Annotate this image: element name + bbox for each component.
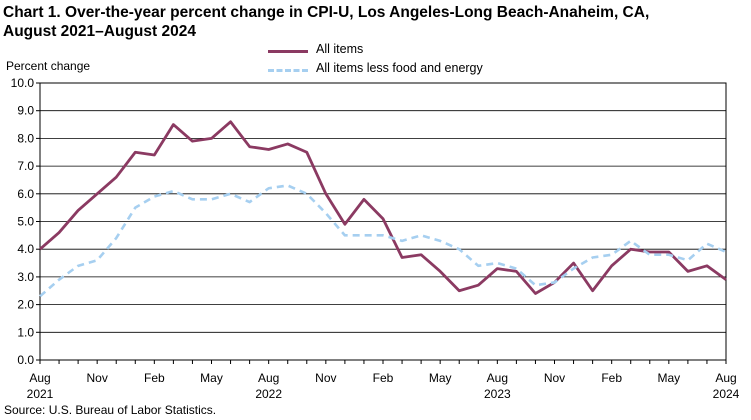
legend-label-core: All items less food and energy — [316, 61, 483, 75]
x-tick-label: May — [429, 371, 452, 385]
x-tick-label: Aug — [715, 371, 736, 385]
y-tick-label: 5.0 — [17, 215, 34, 229]
y-tick-label: 9.0 — [17, 104, 34, 118]
y-tick-label: 10.0 — [11, 76, 35, 90]
x-tick-label: Feb — [373, 371, 394, 385]
source-note: Source: U.S. Bureau of Labor Statistics. — [4, 403, 217, 417]
y-tick-label: 1.0 — [17, 325, 34, 339]
legend-swatch-core — [268, 69, 308, 72]
y-tick-label: 0.0 — [17, 353, 34, 367]
chart-title-line-1: Chart 1. Over-the-year percent change in… — [3, 4, 650, 21]
x-tick-year-label: 2022 — [255, 387, 282, 401]
series-line-1 — [39, 184, 727, 298]
chart-title-line-2: August 2021–August 2024 — [3, 23, 196, 40]
x-tick-year-label: 2024 — [713, 387, 740, 401]
y-tick-label: 6.0 — [17, 187, 34, 201]
x-tick-label: Nov — [315, 371, 336, 385]
x-tick-label: Feb — [144, 371, 165, 385]
x-tick-year-label: 2023 — [484, 387, 511, 401]
x-tick-label: May — [200, 371, 223, 385]
y-tick-label: 7.0 — [17, 159, 34, 173]
legend-label-all-items: All items — [316, 42, 364, 56]
x-tick-label: Aug — [29, 371, 50, 385]
y-axis-label: Percent change — [6, 59, 91, 73]
x-tick-label: Nov — [86, 371, 107, 385]
y-tick-label: 3.0 — [17, 270, 34, 284]
x-tick-label: Aug — [258, 371, 279, 385]
x-tick-label: May — [657, 371, 680, 385]
chart-title: Chart 1. Over-the-year percent change in… — [3, 3, 748, 41]
y-tick-label: 8.0 — [17, 131, 34, 145]
x-tick-label: Nov — [544, 371, 565, 385]
y-tick-label: 4.0 — [17, 242, 34, 256]
y-tick-label: 2.0 — [17, 298, 34, 312]
x-tick-label: Feb — [601, 371, 622, 385]
x-tick-year-label: 2021 — [27, 387, 54, 401]
x-tick-label: Aug — [487, 371, 508, 385]
legend-swatch-all-items — [268, 50, 308, 53]
series-line-0 — [39, 120, 727, 295]
